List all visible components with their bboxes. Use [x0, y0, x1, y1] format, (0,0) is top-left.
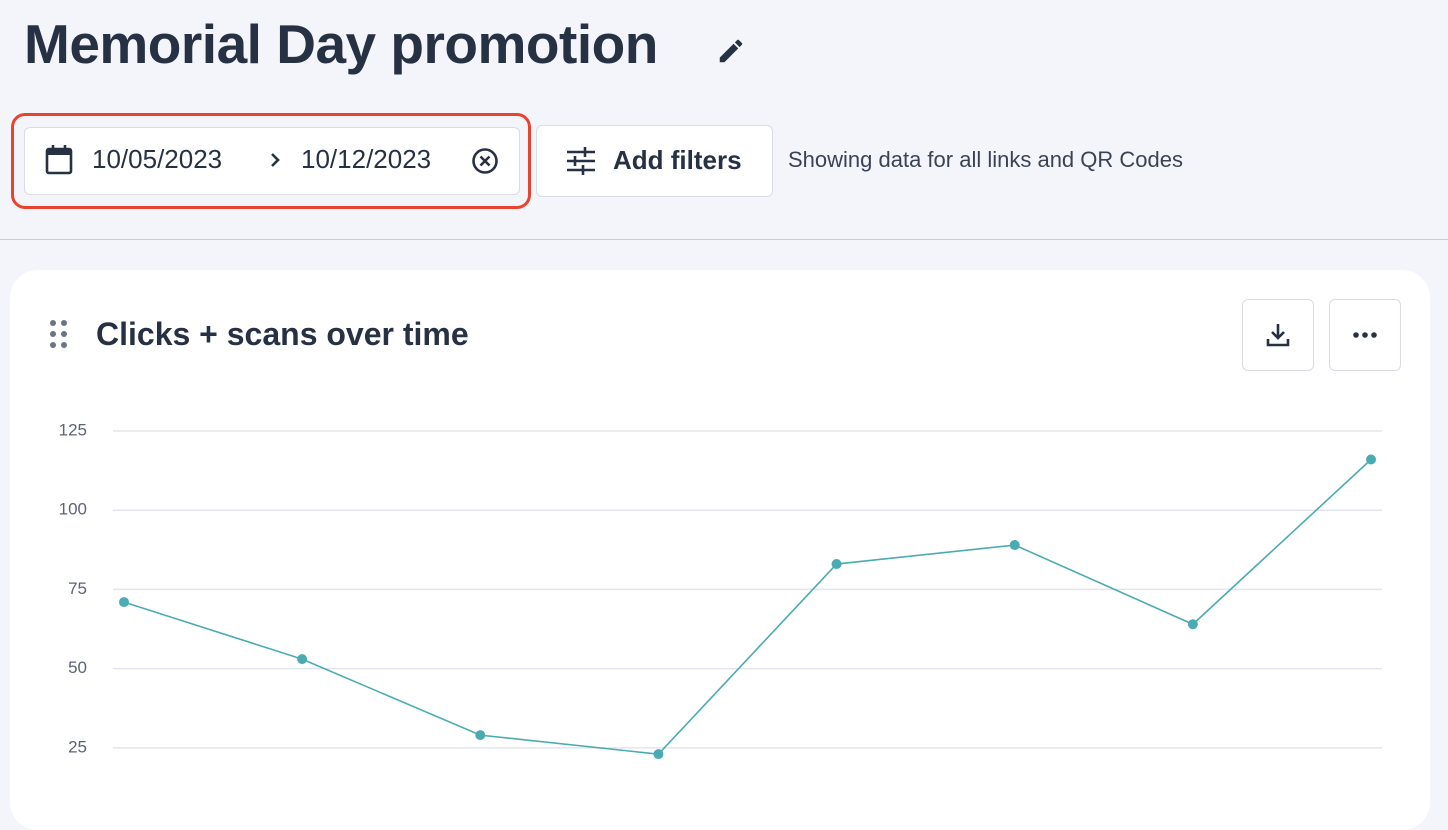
data-point [1366, 454, 1376, 465]
chart-card [10, 270, 1430, 830]
clear-icon[interactable] [470, 146, 500, 176]
y-tick-label: 100 [59, 500, 87, 519]
line-chart: 25 50 75 100 125 [59, 420, 1382, 760]
add-filters-label[interactable]: Add filters [613, 145, 742, 175]
y-tick-label: 125 [59, 420, 87, 439]
more-icon [1353, 332, 1377, 338]
calendar-icon [45, 145, 73, 175]
start-date[interactable]: 10/05/2023 [92, 144, 223, 174]
download-icon [1266, 324, 1290, 347]
chevron-icon [271, 153, 280, 167]
filter-icon [567, 147, 595, 175]
card-title: Clicks + scans over time [96, 316, 469, 352]
more-button[interactable] [1329, 299, 1401, 371]
data-point [1187, 619, 1198, 630]
page: Memorial Day promotion 10/05/2023 10/12/… [0, 13, 1448, 830]
data-point [831, 559, 842, 570]
page-title: Memorial Day promotion [24, 13, 658, 75]
drag-handle[interactable] [48, 319, 70, 351]
y-tick-label: 25 [68, 737, 87, 756]
data-point [653, 749, 664, 760]
y-tick-label: 75 [68, 579, 87, 598]
data-point [1009, 540, 1020, 551]
end-date[interactable]: 10/12/2023 [301, 144, 432, 174]
date-picker[interactable] [24, 127, 520, 195]
y-tick-label: 50 [68, 658, 87, 677]
data-point [119, 597, 129, 608]
download-button[interactable] [1242, 299, 1314, 371]
filter-description: Showing data for all links and QR Codes [788, 147, 1183, 172]
data-point [475, 730, 486, 741]
edit-icon[interactable] [716, 36, 746, 66]
data-line [123, 458, 1372, 755]
divider [0, 239, 1448, 240]
data-point [297, 654, 308, 665]
highlight-outline [11, 113, 531, 209]
